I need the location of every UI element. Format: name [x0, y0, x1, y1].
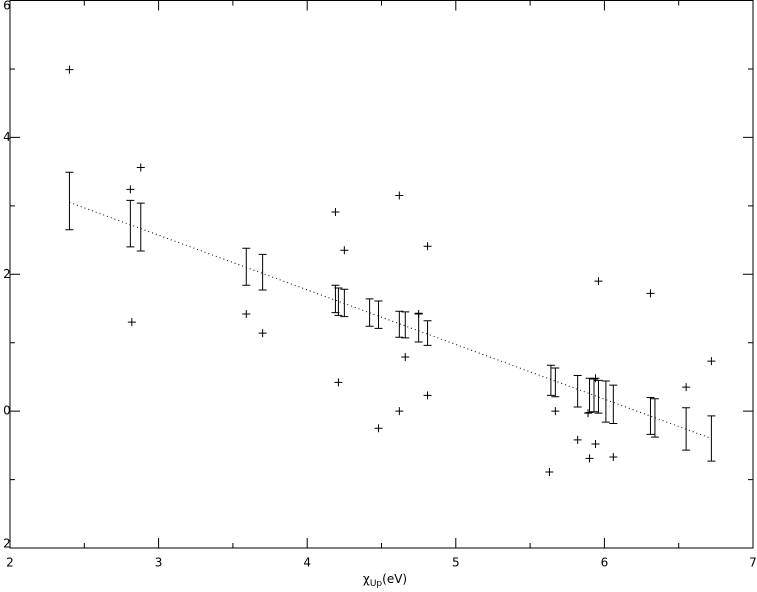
- error-bar: [589, 378, 598, 413]
- error-bar: [707, 415, 716, 462]
- error-bar: [609, 384, 618, 424]
- x-tick-label: 6: [601, 556, 609, 570]
- y-tick-label: 0: [3, 404, 11, 418]
- error-bar: [365, 298, 374, 327]
- point: [374, 424, 383, 433]
- y-tick-label: 6: [3, 0, 11, 13]
- x-tick-label: 4: [303, 556, 311, 570]
- point: [551, 407, 560, 416]
- error-bar: [546, 364, 555, 396]
- y-tick-label: 4: [3, 130, 11, 144]
- error-bar: [601, 380, 610, 423]
- point: [585, 454, 594, 463]
- x-tick-label: 7: [749, 556, 757, 570]
- error-bar: [646, 396, 655, 435]
- point: [126, 185, 135, 194]
- fit-line: [69, 201, 712, 439]
- point: [707, 357, 716, 366]
- error-bar: [374, 300, 383, 329]
- point: [242, 309, 251, 318]
- point: [594, 277, 603, 286]
- x-tick-label: 2: [6, 556, 14, 570]
- error-bar: [242, 247, 251, 286]
- point: [591, 374, 600, 383]
- point: [584, 409, 593, 418]
- y-tick-label: 2: [3, 267, 11, 281]
- error-bar: [650, 398, 659, 438]
- point: [573, 435, 582, 444]
- error-bar: [136, 202, 145, 252]
- x-label-symbol: χ: [363, 572, 370, 586]
- error-bar: [423, 320, 432, 346]
- error-bar: [340, 288, 349, 318]
- point: [258, 329, 267, 338]
- x-label-subscript: Up: [370, 579, 383, 589]
- error-bar: [573, 375, 582, 408]
- point: [340, 246, 349, 255]
- error-bar: [334, 287, 343, 316]
- point: [331, 207, 340, 216]
- point: [545, 468, 554, 477]
- point: [682, 383, 691, 392]
- point: [136, 163, 145, 172]
- error-bar: [65, 171, 74, 231]
- error-bar: [395, 310, 404, 338]
- point: [591, 439, 600, 448]
- point: [414, 309, 423, 318]
- error-bar: [126, 199, 135, 248]
- error-bar: [551, 367, 560, 398]
- error-bar: [594, 379, 603, 414]
- error-bar: [585, 377, 594, 413]
- point: [395, 407, 404, 416]
- point: [334, 378, 343, 387]
- point: [423, 391, 432, 400]
- x-tick-label: 3: [155, 556, 163, 570]
- point: [646, 289, 655, 298]
- point: [395, 191, 404, 200]
- point: [401, 353, 410, 362]
- x-tick-label: 5: [452, 556, 460, 570]
- error-bar: [401, 311, 410, 339]
- error-bar: [682, 407, 691, 451]
- point: [127, 318, 136, 327]
- error-bar: [258, 253, 267, 291]
- plot-frame: [9, 0, 754, 549]
- x-label-unit: (eV): [382, 572, 407, 586]
- y-tick-label: 2: [3, 537, 11, 551]
- point: [65, 65, 74, 74]
- x-axis-label: χUp(eV): [363, 572, 407, 589]
- point: [609, 452, 618, 461]
- point: [423, 242, 432, 251]
